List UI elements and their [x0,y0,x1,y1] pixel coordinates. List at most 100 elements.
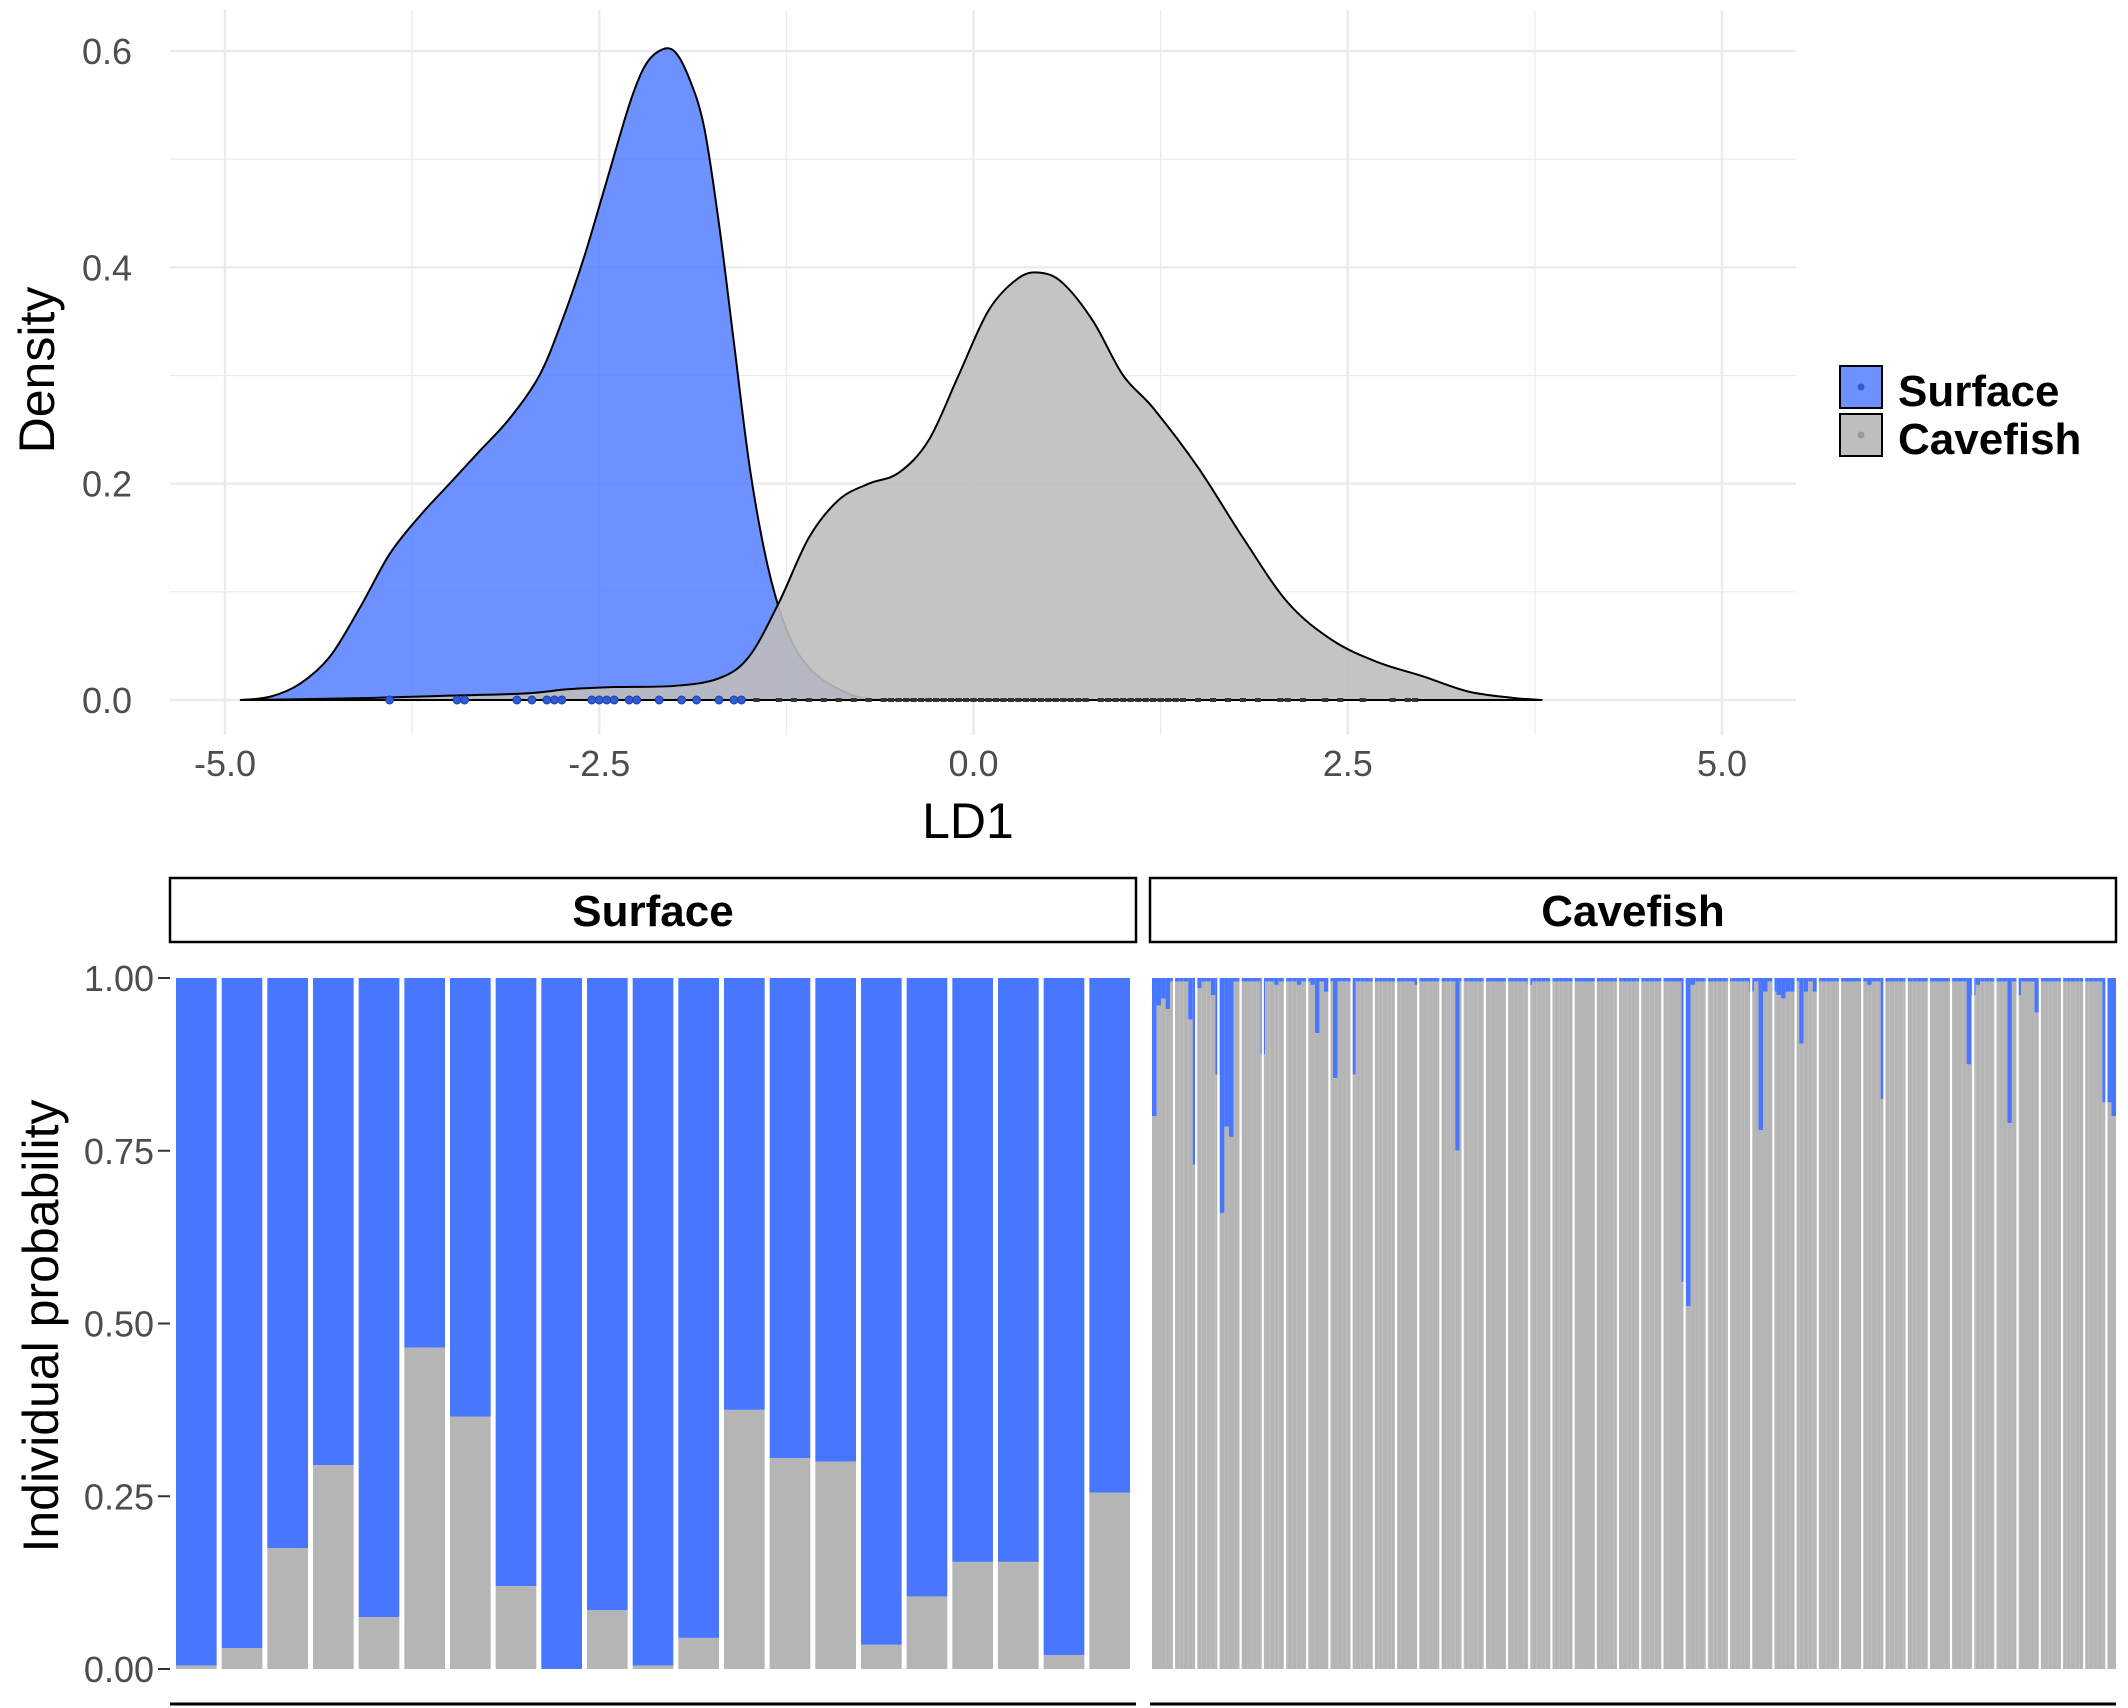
cavefish-bar-cavefish-part [1265,981,1270,1669]
cavefish-bar-cavefish-part [1391,981,1397,1669]
cavefish-bar-surface-part [1613,978,1619,982]
rug-point-cavefish [865,698,872,702]
cavefish-bar-cavefish-part [2111,1116,2116,1669]
cavefish-bar-surface-part [1419,978,1424,982]
cavefish-bar-cavefish-part [1210,995,1216,1669]
rug-point-cavefish [985,698,992,702]
rug-point-cavefish [1007,698,1014,702]
cavefish-bar-cavefish-part [1156,1005,1162,1669]
cavefish-bar-cavefish-part [1468,981,1474,1669]
rug-point-cavefish [940,698,947,702]
cavefish-bar-cavefish-part [1446,981,1451,1669]
surface-bar-surface-part [952,978,993,1562]
cavefish-bar-cavefish-part [1409,981,1415,1669]
cavefish-bar-surface-part [1672,978,1677,982]
cavefish-bar-cavefish-part [1767,981,1773,1669]
cavefish-bar-cavefish-part [1722,981,1727,1669]
rug-point-cavefish [955,698,962,702]
cavefish-bar-surface-part [1581,978,1587,982]
cavefish-bar-surface-part [1441,978,1447,982]
legend: Surface Cavefish [1839,365,2081,464]
cavefish-bar-surface-part [1473,978,1478,982]
cavefish-bar-cavefish-part [1477,981,1483,1669]
cavefish-bar-cavefish-part [1762,991,1768,1669]
cavefish-bar-cavefish-part [1848,981,1854,1669]
rug-point-cavefish [1127,698,1134,702]
cavefish-bar-surface-part [1717,978,1723,982]
cavefish-bar-surface-part [2057,978,2062,982]
cavefish-bar-cavefish-part [1916,981,1922,1669]
cavefish-bar-surface-part [2052,978,2058,982]
strip-cavefish-box [1148,876,2118,944]
cavefish-bar-cavefish-part [1224,1126,1229,1669]
rug-point-cavefish [1172,698,1179,702]
cavefish-bar-surface-part [1455,978,1460,1151]
cavefish-bar-surface-part [1781,978,1786,999]
cavefish-bar-cavefish-part [1328,981,1334,1669]
cavefish-bar-surface-part [1468,978,1474,982]
rug-point-cavefish [903,698,910,702]
cavefish-bar-surface-part [2011,978,2017,982]
density-x-tick-label: -5.0 [194,743,256,784]
cavefish-bar-cavefish-part [1654,981,1659,1669]
cavefish-bar-surface-part [1174,978,1180,982]
cavefish-bar-cavefish-part [1636,981,1641,1669]
cavefish-bar-cavefish-part [2088,981,2094,1669]
cavefish-bar-cavefish-part [1907,981,1913,1669]
cavefish-bar-cavefish-part [1640,981,1646,1669]
cavefish-bar-surface-part [1894,978,1899,982]
cavefish-bar-cavefish-part [1794,981,1800,1669]
rug-point-cavefish [1097,698,1104,702]
cavefish-bar-cavefish-part [2079,981,2085,1669]
cavefish-bar-surface-part [1817,978,1822,982]
cavefish-bar-cavefish-part [1545,981,1551,1669]
cavefish-bar-surface-part [1640,978,1646,982]
rug-point-cavefish [1389,698,1396,702]
cavefish-bar-surface-part [1156,978,1162,1006]
surface-bar-cavefish-part [632,1665,674,1669]
cavefish-bar-cavefish-part [1419,981,1424,1669]
cavefish-bar-cavefish-part [1867,984,1872,1669]
surface-bar-cavefish-part [267,1548,308,1669]
cavefish-bar-surface-part [1360,978,1365,982]
cavefish-bar-cavefish-part [1826,981,1831,1669]
cavefish-bar-cavefish-part [1645,981,1650,1669]
cavefish-bar-surface-part [1414,978,1420,985]
cavefish-bar-surface-part [1274,978,1279,985]
rug-point-cavefish [1105,698,1112,702]
rug-point-surface [587,695,597,705]
cavefish-bar-surface-part [1844,978,1849,982]
rug-point-cavefish [1060,698,1067,702]
cavefish-bar-surface-part [1618,978,1623,982]
legend-label-surface: Surface [1898,367,2059,416]
cavefish-bar-cavefish-part [1269,981,1275,1669]
cavefish-bar-surface-part [1880,978,1886,1099]
cavefish-bar-surface-part [1373,978,1379,982]
cavefish-bar-cavefish-part [1613,981,1619,1669]
cavefish-bar-surface-part [1337,978,1343,982]
cavefish-bar-cavefish-part [1821,981,1827,1669]
cavefish-bar-cavefish-part [1980,981,1985,1669]
cavefish-bar-surface-part [1790,978,1795,992]
cavefish-bar-cavefish-part [1871,981,1877,1669]
rug-point-cavefish [933,698,940,702]
cavefish-bar-surface-part [2106,978,2112,1103]
cavefish-bar-surface-part [1432,978,1438,982]
cavefish-bar-surface-part [1378,978,1383,982]
cavefish-bar-surface-part [1545,978,1551,982]
cavefish-bar-cavefish-part [2020,981,2026,1669]
rug-point-surface [512,695,522,705]
cavefish-bar-cavefish-part [1609,981,1614,1669]
cavefish-bar-surface-part [1858,978,1863,982]
cavefish-bar-surface-part [1731,978,1736,982]
density-y-tick-labels: 0.0 0.2 0.4 0.6 [82,31,132,721]
cavefish-bar-cavefish-part [1455,1150,1460,1669]
rug-point-cavefish [1195,698,1202,702]
cavefish-bar-surface-part [1514,978,1519,982]
cavefish-bar-cavefish-part [1898,981,1904,1669]
cavefish-bar-cavefish-part [1817,981,1822,1669]
cavefish-bar-surface-part [1595,978,1601,982]
cavefish-bar-surface-part [1744,978,1750,982]
rug-point-cavefish [918,698,925,702]
